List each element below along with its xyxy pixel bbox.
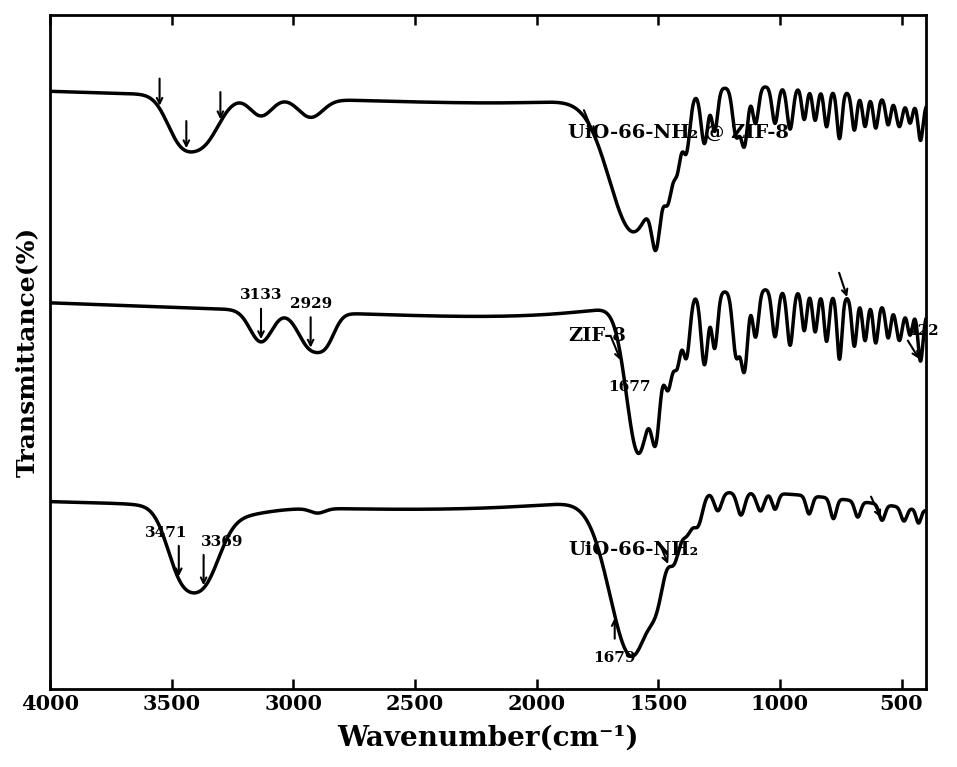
Text: UiO-66-NH₂: UiO-66-NH₂ — [568, 541, 699, 559]
X-axis label: Wavenumber(cm⁻¹): Wavenumber(cm⁻¹) — [337, 725, 638, 752]
Text: 2929: 2929 — [290, 297, 332, 311]
Text: ZIF-8: ZIF-8 — [568, 327, 626, 344]
Text: UiO-66-NH₂ @ ZIF-8: UiO-66-NH₂ @ ZIF-8 — [568, 123, 790, 142]
Text: 422: 422 — [907, 324, 939, 338]
Y-axis label: Transmittance(%): Transmittance(%) — [15, 227, 39, 477]
Text: 1677: 1677 — [608, 380, 651, 394]
Text: 3369: 3369 — [201, 535, 244, 548]
Text: 3133: 3133 — [240, 288, 282, 302]
Text: 1679: 1679 — [593, 651, 636, 665]
Text: 3471: 3471 — [145, 525, 188, 539]
